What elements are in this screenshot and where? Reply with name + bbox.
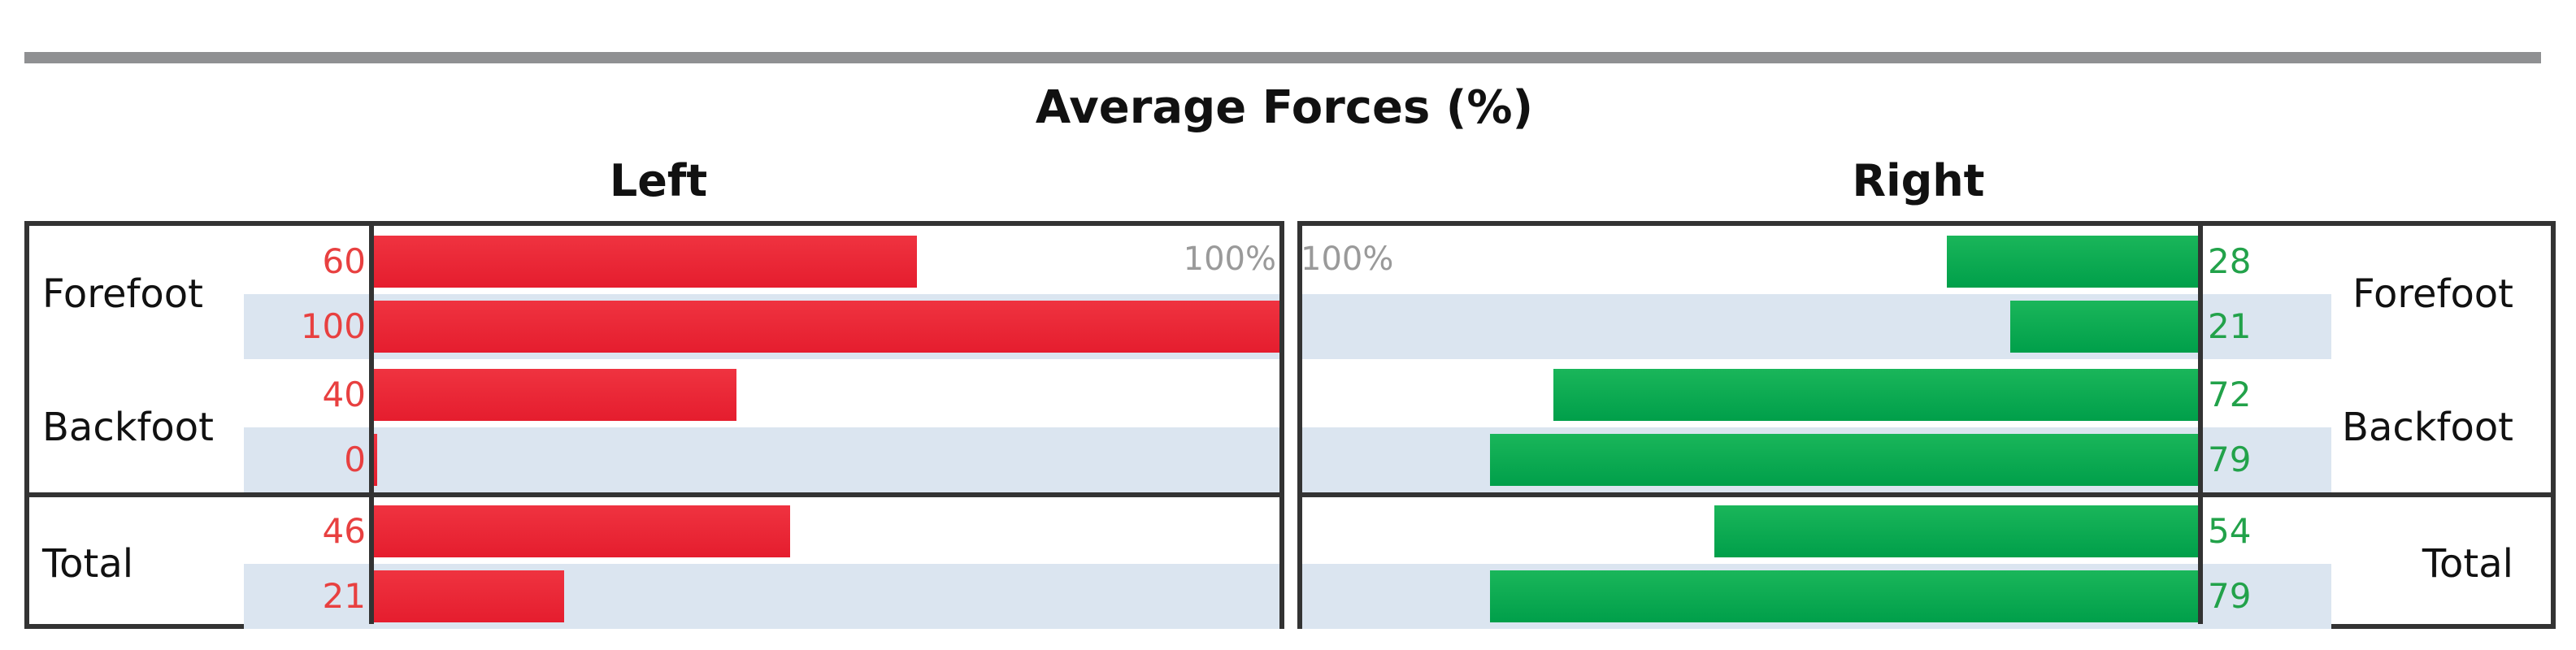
left-category-label: Total [42, 541, 134, 587]
right-value-label: 79 [2208, 576, 2252, 616]
right-bar [1490, 570, 2198, 622]
right-axis [2198, 226, 2203, 624]
left-max-label: 100% [1183, 240, 1276, 278]
left-category-label: Forefoot [42, 271, 203, 317]
right-bar [2009, 301, 2198, 353]
right-bar [1947, 236, 2198, 288]
right-category-label: Forefoot [2352, 271, 2513, 317]
right-value-label: 72 [2208, 375, 2252, 414]
right-value-label: 54 [2208, 511, 2252, 551]
left-bar [374, 301, 1279, 353]
chart-title: Average Forces (%) [1035, 81, 1534, 134]
right-value-label: 21 [2208, 306, 2252, 346]
right-panel-title: Right [1852, 155, 1985, 206]
left-value-label: 46 [322, 511, 366, 551]
left-value-label: 60 [322, 241, 366, 281]
top-divider [24, 52, 2541, 63]
left-axis [369, 226, 374, 624]
left-bar [374, 505, 791, 557]
left-category-label: Backfoot [42, 405, 214, 450]
left-bar [374, 434, 377, 486]
right-bar [1714, 505, 2198, 557]
left-value-label: 100 [300, 306, 366, 346]
left-row-stripe [244, 427, 1279, 492]
right-panel-divider [1297, 492, 2556, 497]
right-category-label: Backfoot [2342, 405, 2513, 450]
left-value-label: 21 [322, 576, 366, 616]
right-max-label: 100% [1301, 240, 1394, 278]
right-value-label: 28 [2208, 241, 2252, 281]
left-bar [374, 236, 918, 288]
left-value-label: 0 [344, 440, 366, 479]
left-bar [374, 369, 736, 421]
left-panel-divider [24, 492, 1284, 497]
left-value-label: 40 [322, 375, 366, 414]
right-category-label: Total [2422, 541, 2513, 587]
right-value-label: 79 [2208, 440, 2252, 479]
right-bar [1553, 369, 2198, 421]
right-bar [1490, 434, 2198, 486]
left-panel-title: Left [609, 155, 708, 206]
left-bar [374, 570, 564, 622]
